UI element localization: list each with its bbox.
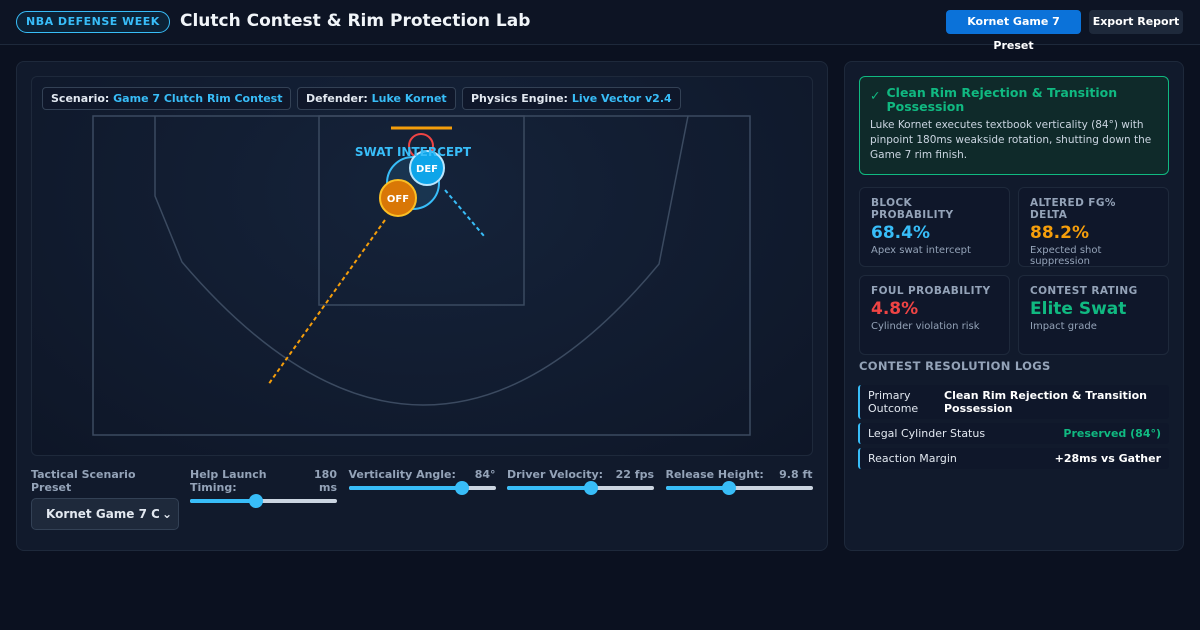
metric-note: Cylinder violation risk [871, 321, 980, 332]
offense-player [379, 179, 417, 217]
defense-player [409, 150, 445, 186]
slider: Release Height: 9.8 ft [665, 468, 813, 495]
outcome-header: ✓ Clean Rim Rejection & Transition Posses… [870, 86, 1158, 114]
annotation: SWAT INTERCEPT [355, 145, 472, 159]
drive-path [267, 219, 386, 386]
defender-label: DEF [416, 164, 438, 175]
chip-value: Luke Kornet [371, 92, 447, 105]
slider-header: Verticality Angle: 84° [349, 468, 496, 481]
slider-fill [348, 486, 462, 490]
slider-track[interactable] [507, 481, 654, 495]
metric-card: FOUL PROBABILITY 4.8% Cylinder violation… [859, 275, 1010, 355]
select-arrow: ⌄ [158, 499, 172, 529]
paint [318, 115, 525, 306]
slider-value: 9.8 ft [779, 468, 813, 481]
chip-value: Game 7 Clutch Rim Contest [113, 92, 283, 105]
log-row: Reaction Margin +28ms vs Gather [858, 448, 1169, 469]
header: NBA DEFENSE WEEK Clutch Contest & Rim Pr… [0, 0, 1200, 52]
metric-note: Expected shot suppression [1030, 245, 1102, 267]
slider-thumb[interactable] [721, 481, 736, 495]
outcome-title: Clean Rim Rejection & Transition Possess… [886, 85, 1118, 114]
slider-header: Driver Velocity: 22 fps [507, 468, 654, 481]
slider-value: 22 fps [615, 468, 654, 481]
log-row: Primary Outcome Clean Rim Rejection & Tr… [858, 385, 1169, 419]
chip-label: Scenario: [51, 92, 110, 105]
preset-button[interactable]: Kornet Game 7 Preset [946, 10, 1081, 52]
metric-label: FOUL PROBABILITY [871, 285, 991, 297]
slider-fill [507, 486, 591, 490]
court: SWAT INTERCEPT DEF OFF [92, 115, 751, 436]
metric-label: BLOCK PROBABILITY [871, 197, 954, 221]
scenario-chip: Scenario: Game 7 Clutch Rim Contest [42, 87, 292, 110]
three-point-line [154, 115, 689, 406]
log-value: +28ms vs Gather [1054, 452, 1161, 465]
slider-value: 84° [474, 468, 496, 481]
slider-track[interactable] [190, 494, 337, 508]
metric-card: ALTERED FG% DELTA 88.2% Expected shot su… [1018, 187, 1169, 267]
slider-header: Release Height: 9.8 ft [666, 468, 813, 481]
slider-label: Help Launch Timing: [190, 468, 267, 494]
metric-value: 68.4% [871, 223, 930, 243]
slider-track[interactable] [348, 481, 496, 495]
page-title: Clutch Contest & Rim Protection Lab [180, 11, 531, 31]
slider-thumb[interactable] [583, 481, 598, 495]
preset-select[interactable]: Kornet Game 7 Clu ⌄ [31, 498, 179, 530]
metric-value: 88.2% [1030, 223, 1089, 243]
outcome-card: ✓ Clean Rim Rejection & Transition Posses… [859, 76, 1169, 175]
slider-thumb[interactable] [454, 481, 469, 495]
check-icon: ✓ [870, 88, 881, 103]
outcome-description: Luke Kornet executes textbook verticalit… [870, 119, 1152, 161]
slider-label: Release Height: [665, 468, 764, 481]
slider-label: Verticality Angle: [348, 468, 456, 481]
metric-note: Apex swat intercept [871, 245, 971, 256]
slider-thumb[interactable] [249, 494, 264, 508]
chip-value: Live Vector v2.4 [571, 92, 672, 105]
slider-header: Help Launch Timing: 180 ms [190, 468, 337, 494]
metric-note: Impact grade [1030, 321, 1097, 332]
metric-card: BLOCK PROBABILITY 68.4% Apex swat interc… [859, 187, 1010, 267]
metric-value: 4.8% [871, 299, 919, 319]
logs-title: CONTEST RESOLUTION LOGS [859, 359, 1051, 373]
chip-label: Defender: [306, 92, 368, 105]
preset-value: Kornet Game 7 Clu [46, 507, 173, 521]
metric-card: CONTEST RATING Elite Swat Impact grade [1018, 275, 1169, 355]
metric-label: ALTERED FG% DELTA [1030, 197, 1116, 221]
engine-chip: Physics Engine: Live Vector v2.4 [462, 87, 681, 110]
log-key: Legal Cylinder Status [868, 427, 986, 440]
slider: Help Launch Timing: 180 ms [190, 468, 337, 508]
log-key: Reaction Margin [868, 452, 957, 465]
slider-fill [190, 499, 257, 503]
export-button[interactable]: Export Report [1089, 10, 1183, 34]
chip-label: Physics Engine: [471, 92, 568, 105]
log-value: Preserved (84°) [1063, 427, 1161, 440]
offense-label: OFF [387, 194, 409, 205]
log-value: Clean Rim Rejection & Transition Possess… [944, 389, 1147, 415]
slider: Driver Velocity: 22 fps [507, 468, 654, 495]
preset-label: Tactical Scenario Preset [31, 468, 136, 494]
badge: NBA DEFENSE WEEK [16, 11, 170, 33]
log-row: Legal Cylinder Status Preserved (84°) [858, 423, 1169, 444]
metric-label: CONTEST RATING [1030, 285, 1138, 297]
log-key: Primary Outcome [868, 389, 919, 415]
metric-value: Elite Swat [1030, 299, 1127, 319]
help-path [444, 189, 485, 237]
slider: Verticality Angle: 84° [348, 468, 496, 495]
slider-fill [665, 486, 729, 490]
defender-chip: Defender: Luke Kornet [297, 87, 456, 110]
slider-track[interactable] [665, 481, 813, 495]
slider-label: Driver Velocity: [507, 468, 604, 481]
slider-value: 180 ms [314, 468, 337, 494]
